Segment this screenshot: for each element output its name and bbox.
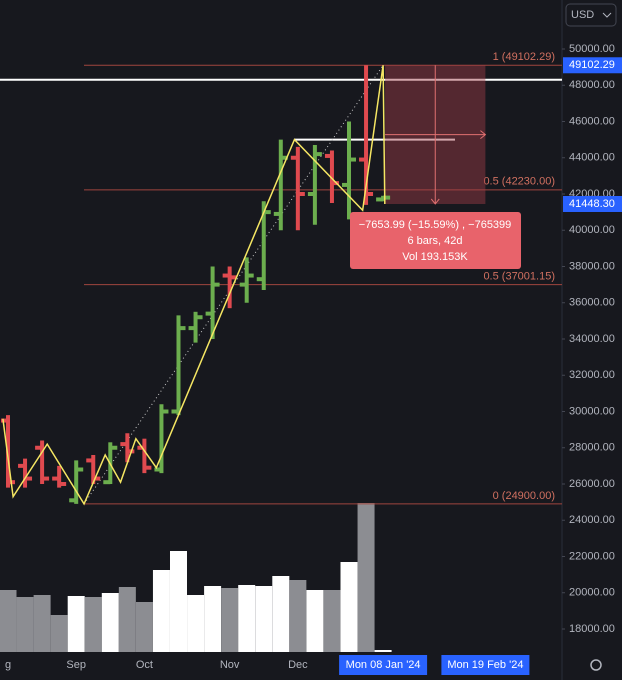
currency-box[interactable]	[565, 3, 617, 27]
currency[interactable]: USD	[571, 9, 594, 21]
volume-bar	[152, 570, 170, 652]
volume-bar	[255, 586, 273, 652]
volume-bar	[374, 650, 392, 652]
volume-bar	[84, 597, 102, 652]
volume-bar	[272, 576, 290, 652]
price-label: 49102.29	[569, 59, 615, 71]
x-tick-label: Dec	[288, 659, 308, 671]
y-tick-label: 46000.00	[569, 115, 615, 127]
x-tick-label: g	[5, 659, 11, 671]
volume-bar	[357, 503, 375, 652]
fib-label: 0.5 (42230.00)	[483, 176, 555, 188]
measure-label: 6 bars, 42d	[407, 235, 462, 247]
volume-bar	[187, 595, 205, 652]
fib-label: 1 (49102.29)	[493, 51, 555, 63]
volume-bar	[67, 596, 85, 652]
volume-bar	[135, 602, 153, 652]
volume-bar	[204, 586, 222, 652]
volume-bar	[118, 587, 136, 652]
y-tick-label: 28000.00	[569, 442, 615, 454]
y-tick-label: 20000.00	[569, 587, 615, 599]
zigzag-line	[2, 65, 386, 506]
y-tick-label: 32000.00	[569, 369, 615, 381]
volume-bar	[0, 590, 17, 652]
y-tick-label: 36000.00	[569, 297, 615, 309]
y-tick-label: 40000.00	[569, 224, 615, 236]
volume-bar	[238, 585, 256, 652]
measure-label: −7653.99 (−15.59%) , −765399	[359, 219, 512, 231]
volume-bar	[50, 615, 68, 652]
trend-line	[83, 64, 384, 505]
y-tick-label: 38000.00	[569, 260, 615, 272]
y-tick-label: 26000.00	[569, 478, 615, 490]
settings-icon[interactable]	[590, 659, 602, 671]
x-tick-label: Nov	[220, 659, 240, 671]
y-tick-label: 22000.00	[569, 550, 615, 562]
fib-label: 0 (24900.00)	[493, 490, 555, 502]
y-tick-label: 50000.00	[569, 43, 615, 55]
price-label-box	[563, 57, 622, 74]
date-label: Mon 08 Jan '24	[346, 659, 421, 671]
date-label-box	[339, 655, 428, 675]
date-label-box	[441, 655, 530, 675]
volume-bar	[170, 551, 187, 652]
date-label: Mon 19 Feb '24	[447, 659, 523, 671]
caret[interactable]	[602, 12, 612, 18]
measure-label: Vol 193.153K	[402, 251, 468, 263]
y-tick-label: 30000.00	[569, 405, 615, 417]
measure-label-box	[350, 211, 521, 269]
y-tick-label: 24000.00	[569, 514, 615, 526]
y-tick-label: 44000.00	[569, 152, 615, 164]
volume-bar	[289, 580, 307, 652]
volume-bar	[16, 597, 34, 652]
y-tick-label: 34000.00	[569, 333, 615, 345]
x-tick-label: Sep	[66, 659, 86, 671]
gear[interactable]	[590, 659, 602, 671]
volume-bar	[101, 593, 119, 652]
y-tick-label: 18000.00	[569, 623, 615, 635]
volume-bar	[33, 595, 51, 652]
y-tick-label: 48000.00	[569, 79, 615, 91]
fib-label: 0.5 (37001.15)	[483, 271, 555, 283]
price-label-box	[563, 195, 622, 212]
currency-button[interactable]: USD	[565, 3, 617, 27]
price-label: 41448.30	[569, 198, 615, 210]
measure-arrow	[385, 130, 487, 140]
volume-bar	[306, 590, 324, 652]
volume-bar	[340, 562, 358, 652]
volume-bar	[221, 588, 239, 652]
volume-bar	[323, 590, 341, 652]
x-tick-label: Oct	[136, 659, 153, 671]
